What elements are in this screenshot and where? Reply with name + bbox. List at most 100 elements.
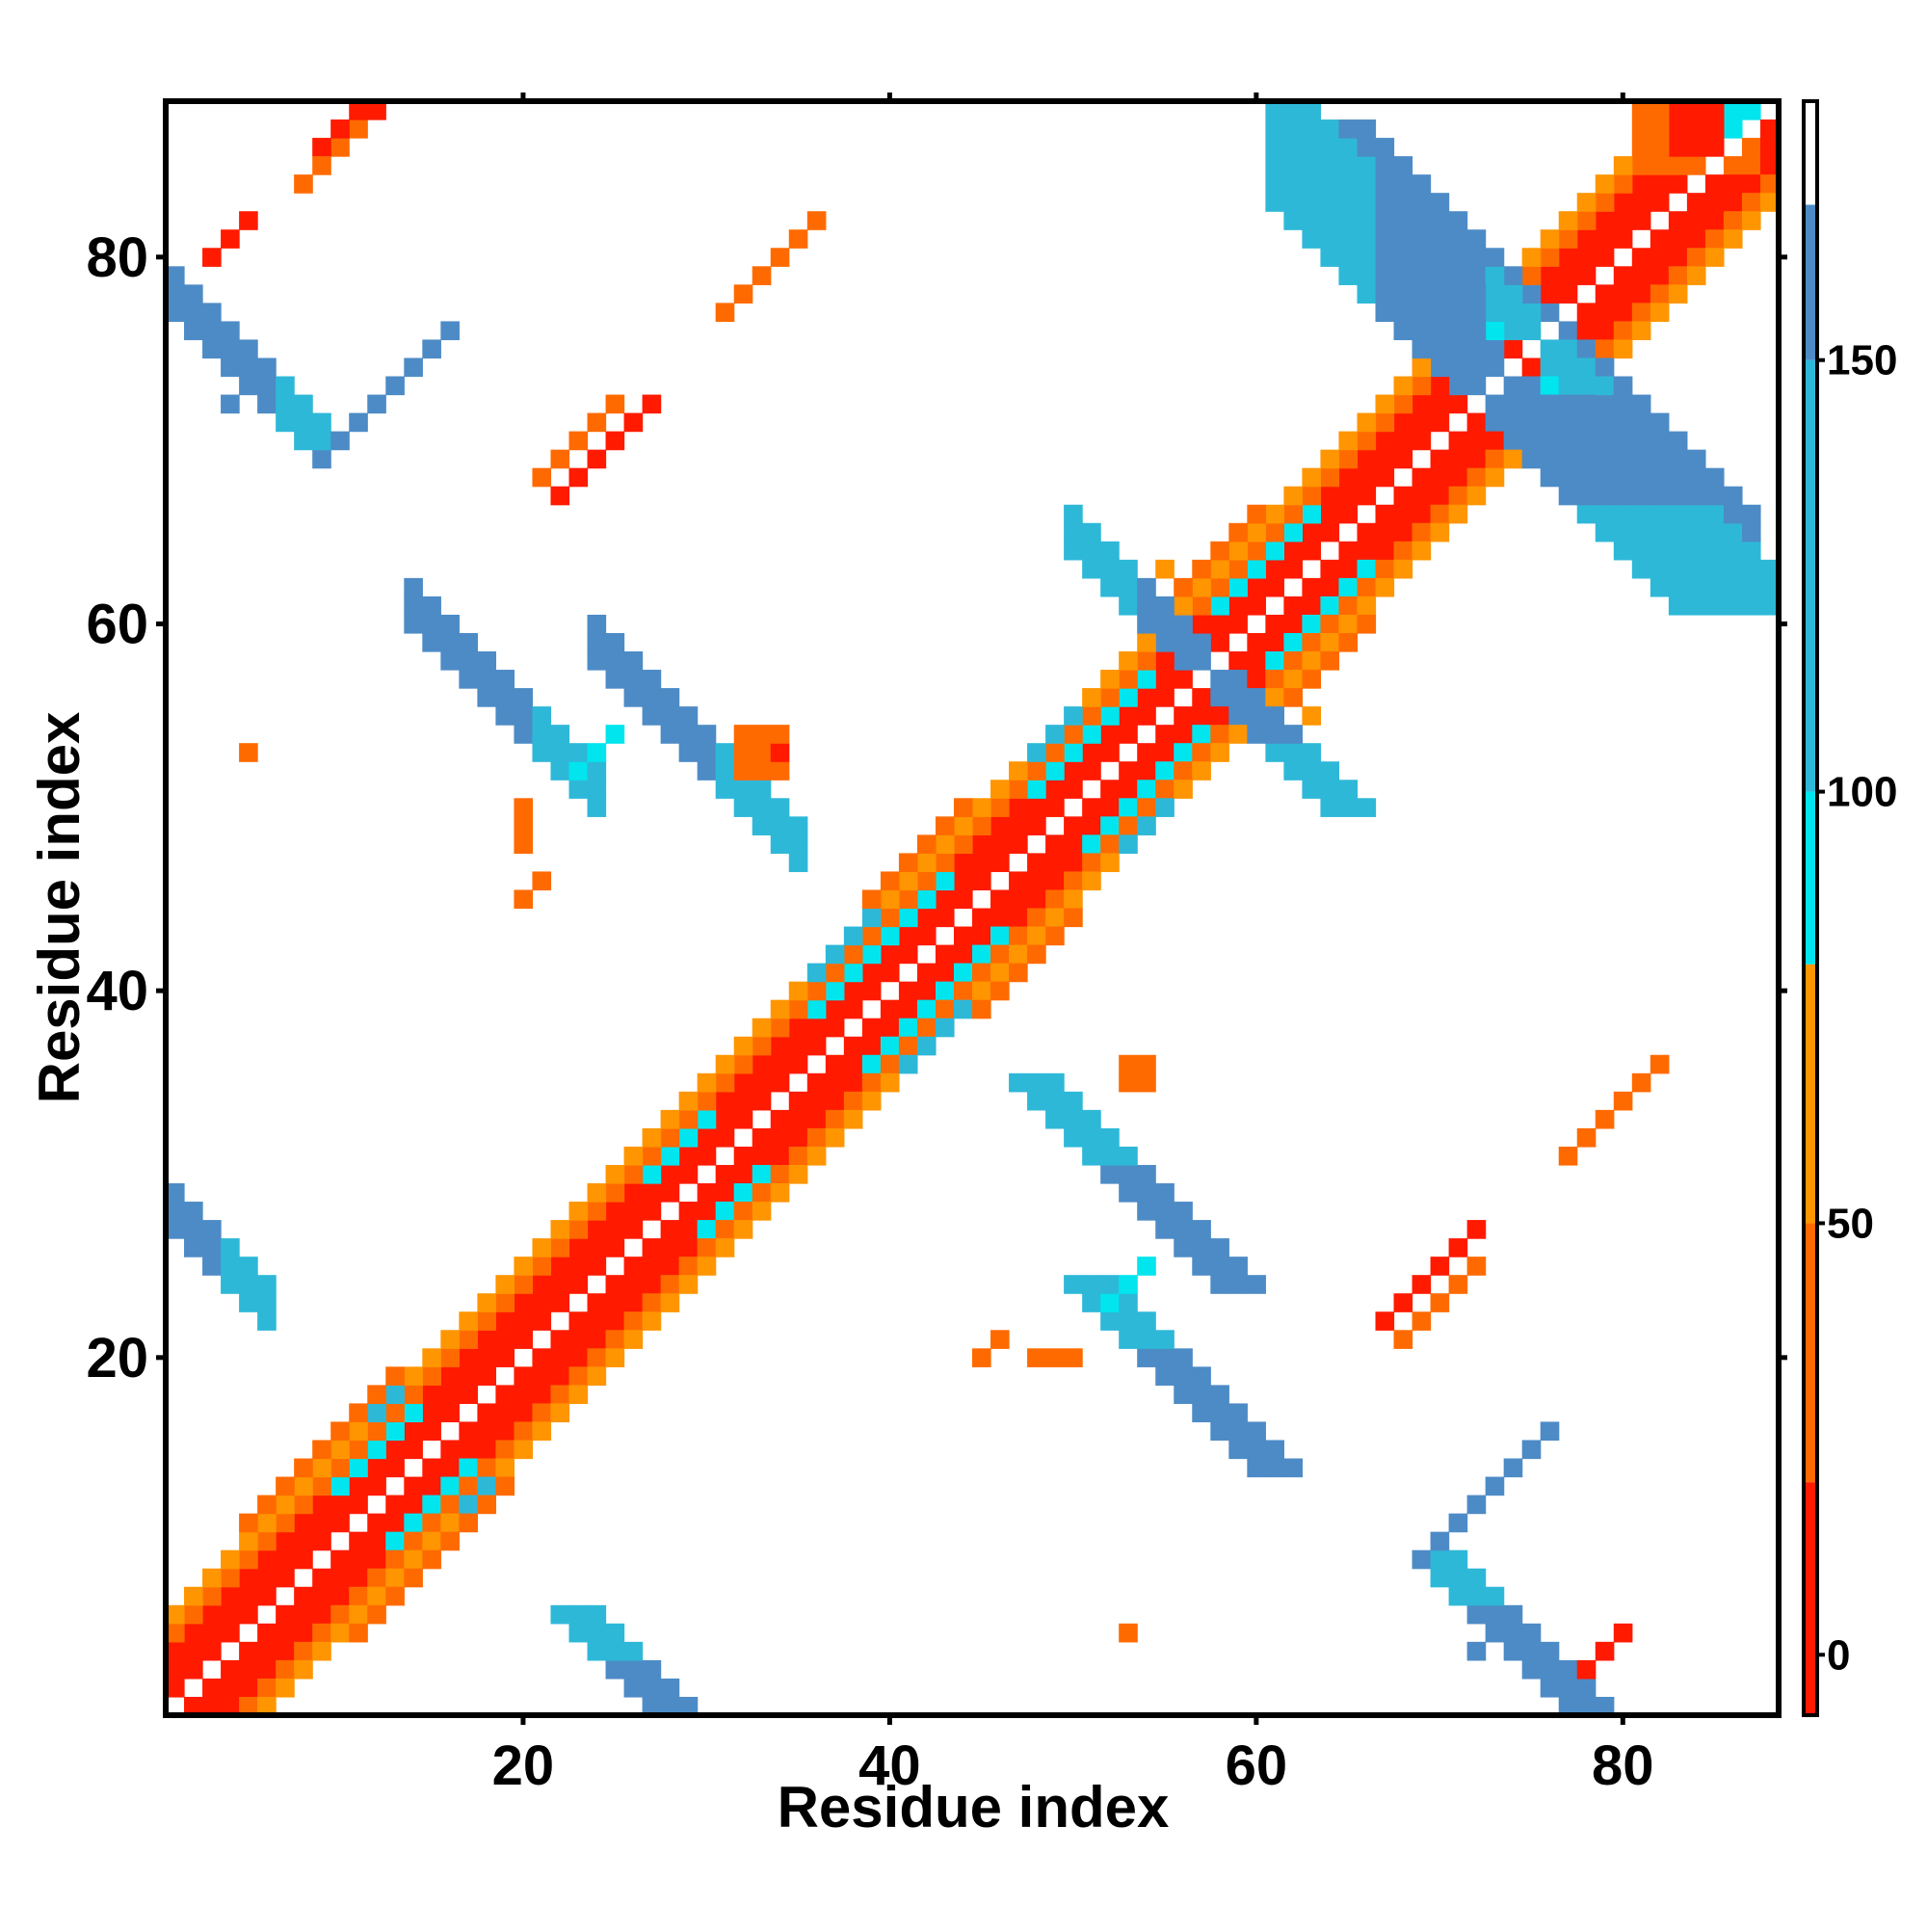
heatmap-cell <box>568 1257 589 1276</box>
heatmap-cell <box>697 1072 717 1093</box>
heatmap-cell <box>532 1385 552 1405</box>
heatmap-cell <box>1302 632 1322 652</box>
heatmap-cell <box>605 1659 625 1680</box>
heatmap-cell <box>276 1549 295 1570</box>
colorbar-tick-label: 50 <box>1827 1200 1874 1247</box>
heatmap-cell <box>440 1403 460 1423</box>
heatmap-cell <box>276 1568 295 1588</box>
heatmap-cell <box>1228 706 1248 726</box>
heatmap-cell <box>1650 284 1670 304</box>
heatmap-cell <box>440 1348 460 1367</box>
heatmap-cell <box>916 926 937 946</box>
heatmap-cell <box>1723 541 1743 561</box>
heatmap-cell <box>1009 816 1028 835</box>
heatmap-cell <box>1485 449 1505 469</box>
heatmap-cell <box>221 1604 240 1625</box>
heatmap-cell <box>1338 467 1359 488</box>
heatmap-cell <box>1595 376 1615 396</box>
heatmap-cell <box>752 761 772 781</box>
heatmap-cell <box>550 1385 570 1405</box>
heatmap-cell <box>1448 504 1468 524</box>
heatmap-cell <box>916 963 937 983</box>
heatmap-cell <box>972 963 991 983</box>
heatmap-cell <box>1613 174 1633 194</box>
heatmap-cell <box>1302 156 1322 175</box>
heatmap-cell <box>605 394 625 414</box>
heatmap-cell <box>990 834 1010 854</box>
heatmap-cell <box>1155 670 1175 689</box>
heatmap-cell <box>1521 1623 1542 1643</box>
heatmap-cell <box>550 1257 570 1276</box>
heatmap-cell <box>1265 174 1284 194</box>
heatmap-cell <box>1448 1568 1468 1588</box>
heatmap-cell <box>1412 211 1432 230</box>
heatmap-cell <box>1247 559 1266 579</box>
heatmap-cell <box>1228 522 1248 543</box>
heatmap-cell <box>898 944 918 965</box>
heatmap-cell <box>1466 284 1487 304</box>
heatmap-cell <box>1613 467 1633 488</box>
heatmap-cell <box>1119 798 1138 817</box>
heatmap-cell <box>349 1421 368 1442</box>
heatmap-cell <box>697 725 717 744</box>
heatmap-cell <box>1320 138 1340 157</box>
heatmap-cell <box>880 889 900 910</box>
heatmap-cell <box>1412 266 1432 285</box>
heatmap-cell <box>1558 486 1578 506</box>
heatmap-cell <box>1668 449 1688 469</box>
heatmap-cell <box>642 1275 662 1294</box>
heatmap-cell <box>898 926 918 946</box>
heatmap-cell <box>825 1054 845 1074</box>
heatmap-cell <box>166 1183 185 1203</box>
heatmap-cell <box>1100 577 1120 597</box>
heatmap-cell <box>1613 1623 1633 1643</box>
heatmap-cell <box>1430 467 1450 488</box>
heatmap-cell <box>1558 431 1578 451</box>
heatmap-cell <box>1650 522 1670 543</box>
heatmap-cell <box>1759 595 1780 616</box>
heatmap-cell <box>184 1623 203 1643</box>
heatmap-cell <box>1631 541 1651 561</box>
heatmap-cell <box>1650 229 1670 249</box>
colorbar: 0 50 100 150 <box>1802 99 1897 1717</box>
heatmap-cell <box>880 1018 900 1038</box>
heatmap-cell <box>1357 211 1377 230</box>
heatmap-cell <box>257 394 277 414</box>
heatmap-cell <box>1668 486 1688 506</box>
heatmap-cell <box>1045 926 1065 946</box>
heatmap-cell <box>916 1018 937 1038</box>
heatmap-cell <box>587 1330 607 1349</box>
heatmap-cell <box>715 1109 735 1129</box>
heatmap-cell <box>1576 1127 1597 1148</box>
heatmap-cell <box>1686 119 1706 139</box>
heatmap-cell <box>953 853 973 873</box>
heatmap-cell <box>1045 1072 1065 1093</box>
heatmap-cell <box>349 1586 368 1606</box>
heatmap-cell <box>1192 559 1211 579</box>
heatmap-cell <box>1430 504 1450 524</box>
heatmap-cell <box>202 1257 222 1276</box>
heatmap-cell <box>1558 248 1578 267</box>
heatmap-cell <box>1723 486 1743 506</box>
colorbar-tick-label: 100 <box>1827 769 1897 816</box>
heatmap-cell <box>1100 706 1120 726</box>
heatmap-cell <box>514 1421 534 1442</box>
heatmap-cell <box>349 1604 368 1625</box>
heatmap-cell <box>239 339 258 359</box>
heatmap-cell <box>532 1421 552 1442</box>
heatmap-cell <box>1082 834 1101 854</box>
heatmap-cell <box>459 1330 478 1349</box>
heatmap-cell <box>495 1458 515 1478</box>
heatmap-cell <box>697 1257 717 1276</box>
heatmap-cell <box>1412 339 1432 359</box>
heatmap-cell <box>459 1421 478 1442</box>
heatmap-cell <box>514 1293 534 1312</box>
heatmap-cell <box>1503 303 1523 323</box>
heatmap-cell <box>953 963 973 983</box>
heatmap-cell <box>972 926 991 946</box>
heatmap-cell <box>1485 412 1505 433</box>
heatmap-cell <box>276 1641 295 1661</box>
heatmap-cell <box>1119 1330 1138 1349</box>
heatmap-cell <box>422 1421 441 1442</box>
heatmap-cell <box>1210 614 1229 634</box>
